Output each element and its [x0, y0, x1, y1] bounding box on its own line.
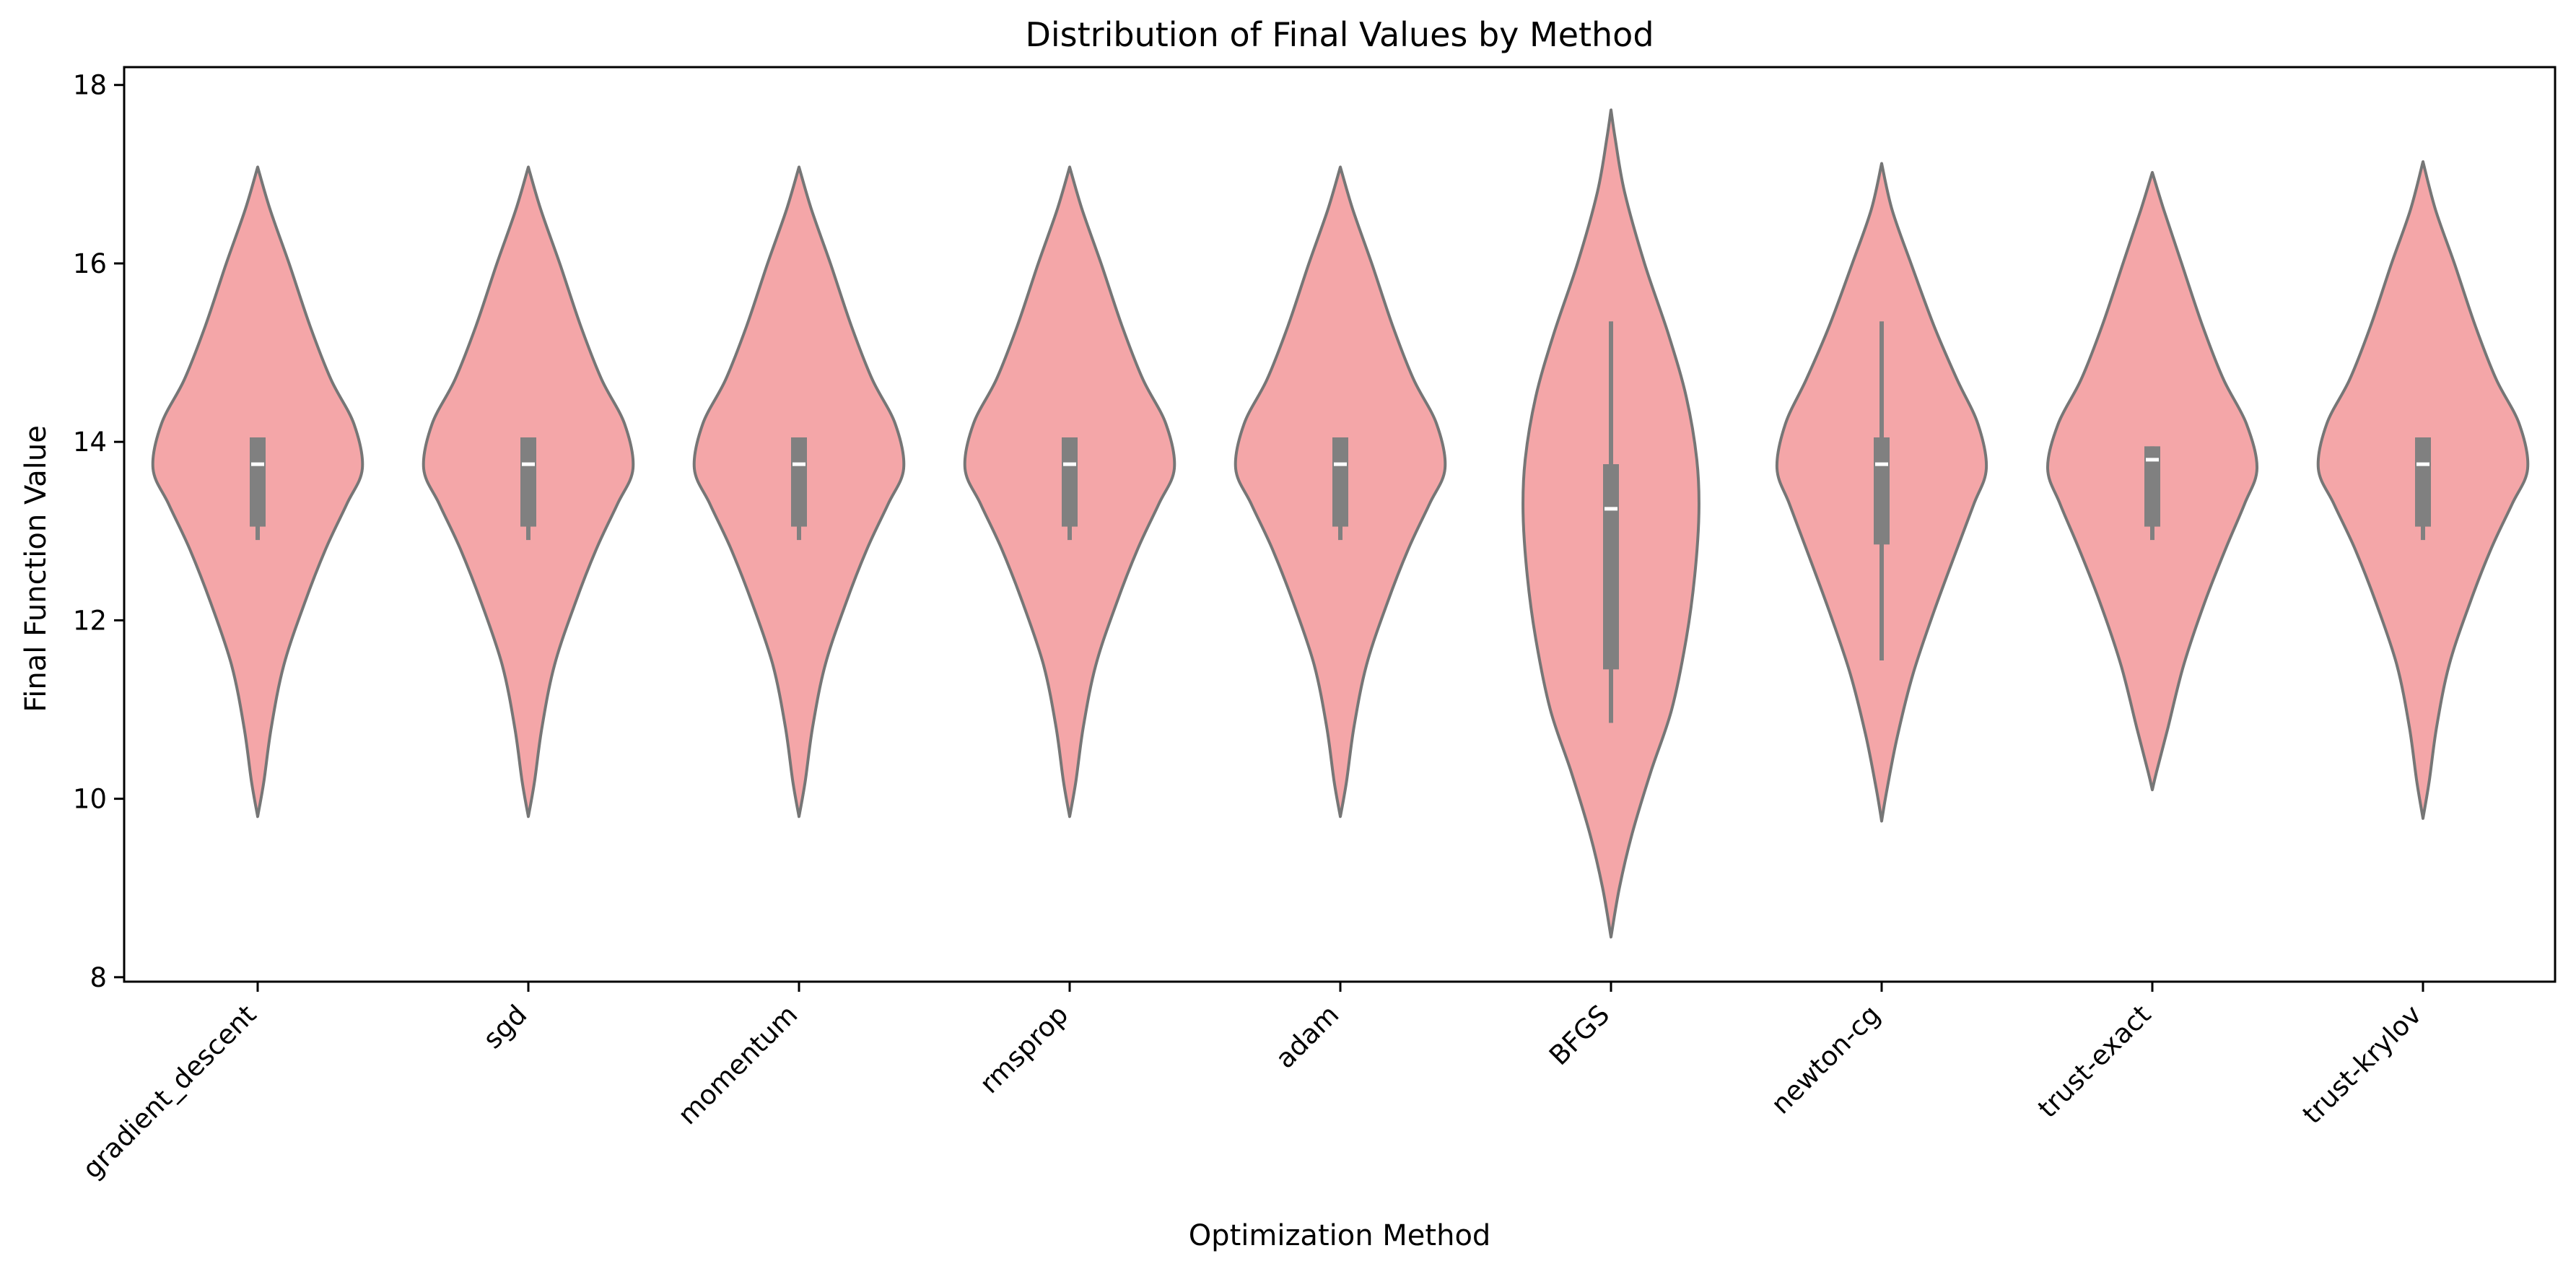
iqr-box-adam	[1332, 437, 1348, 527]
x-axis-ticks: gradient_descent sgd momentum rmsprop adam BF…	[77, 982, 2427, 1184]
y-axis-label: Final Function Value	[19, 425, 53, 712]
iqr-box-BFGS	[1603, 464, 1619, 670]
iqr-box-momentum	[791, 437, 807, 527]
y-tick-label: 16	[73, 248, 107, 279]
x-tick-label-BFGS: BFGS	[1543, 999, 1615, 1071]
y-axis-ticks: 8 10 12 14 16 18	[73, 70, 124, 993]
x-tick-label-rmsprop: rmsprop	[974, 999, 1074, 1099]
iqr-box-newton-cg	[1874, 437, 1890, 545]
x-tick-label-gradient_descent: gradient_descent	[77, 999, 262, 1184]
x-tick-label-adam: adam	[1270, 999, 1345, 1075]
iqr-box-gradient_descent	[250, 437, 266, 527]
y-tick-label: 8	[89, 962, 107, 993]
y-tick-label: 14	[73, 427, 107, 458]
x-tick-label-newton-cg: newton-cg	[1765, 999, 1887, 1120]
chart-title: Distribution of Final Values by Method	[1025, 15, 1654, 54]
x-tick-label-trust-exact: trust-exact	[2032, 999, 2157, 1124]
y-tick-label: 10	[73, 784, 107, 815]
y-tick-label: 12	[73, 605, 107, 636]
x-axis-label: Optimization Method	[1189, 1219, 1491, 1252]
iqr-box-trust-krylov	[2415, 437, 2431, 527]
y-tick-label: 18	[73, 70, 107, 101]
iqr-box-rmsprop	[1062, 437, 1078, 527]
iqr-box-trust-exact	[2144, 446, 2160, 527]
x-tick-label-sgd: sgd	[477, 999, 533, 1055]
boxes-group	[250, 321, 2431, 723]
x-tick-label-trust-krylov: trust-krylov	[2297, 999, 2427, 1130]
iqr-box-sgd	[520, 437, 536, 527]
x-tick-label-momentum: momentum	[672, 999, 803, 1130]
